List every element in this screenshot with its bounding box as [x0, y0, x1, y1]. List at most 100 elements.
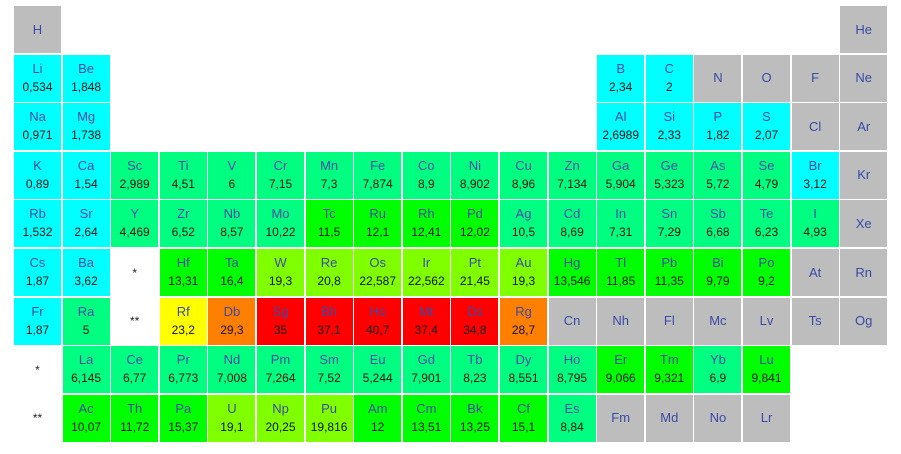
element-cell-re[interactable]: Re 20,8: [305, 249, 353, 296]
element-cell-zn[interactable]: Zn 7,134: [548, 151, 596, 199]
element-cell-ga[interactable]: Ga 5,904: [597, 151, 645, 199]
element-cell-ts[interactable]: Ts: [791, 297, 839, 345]
element-cell-pm[interactable]: Pm 7,264: [257, 346, 304, 394]
element-cell-b[interactable]: B 2,34: [597, 54, 645, 102]
element-cell-rn[interactable]: Rn: [840, 249, 888, 296]
element-cell-sc[interactable]: Sc 2,989: [111, 151, 159, 199]
element-cell-cs[interactable]: Cs 1,87: [14, 249, 61, 296]
element-cell-fe[interactable]: Fe 7,874: [354, 151, 402, 199]
element-cell-co[interactable]: Co 8,9: [402, 151, 450, 199]
element-cell-ne[interactable]: Ne: [840, 54, 888, 102]
element-cell-y[interactable]: Y 4,469: [111, 200, 159, 248]
element-cell-rf[interactable]: Rf 23,2: [159, 297, 207, 345]
element-cell-p[interactable]: P 1,82: [694, 103, 742, 151]
element-cell-pb[interactable]: Pb 11,35: [645, 249, 693, 296]
element-cell-mn[interactable]: Mn 7,3: [305, 151, 353, 199]
element-cell-gd[interactable]: Gd 7,901: [402, 346, 450, 394]
element-cell-pu[interactable]: Pu 19,816: [305, 394, 353, 442]
element-cell-br[interactable]: Br 3,12: [791, 151, 839, 199]
element-cell-sn[interactable]: Sn 7,29: [645, 200, 693, 248]
element-cell-te[interactable]: Te 6,23: [743, 200, 790, 248]
element-cell-nh[interactable]: Nh: [597, 297, 645, 345]
element-cell-ti[interactable]: Ti 4,51: [159, 151, 207, 199]
element-cell-sb[interactable]: Sb 6,68: [694, 200, 742, 248]
element-cell-er[interactable]: Er 9,066: [597, 346, 645, 394]
element-cell-fm[interactable]: Fm: [597, 394, 645, 442]
element-cell-cf[interactable]: Cf 15,1: [500, 394, 547, 442]
element-cell-ag[interactable]: Ag 10,5: [500, 200, 547, 248]
element-cell-mc[interactable]: Mc: [694, 297, 742, 345]
element-cell-mo[interactable]: Mo 10,22: [257, 200, 304, 248]
element-cell-md[interactable]: Md: [645, 394, 693, 442]
element-cell-rb[interactable]: Rb 1,532: [14, 200, 61, 248]
element-cell-mt[interactable]: Mt 37,4: [402, 297, 450, 345]
element-cell-hs[interactable]: Hs 40,7: [354, 297, 402, 345]
element-cell-dy[interactable]: Dy 8,551: [500, 346, 547, 394]
element-cell-eu[interactable]: Eu 5,244: [354, 346, 402, 394]
element-cell-rg[interactable]: Rg 28,7: [500, 297, 547, 345]
element-cell-ge[interactable]: Ge 5,323: [645, 151, 693, 199]
element-cell-am[interactable]: Am 12: [354, 394, 402, 442]
element-cell-s[interactable]: S 2,07: [743, 103, 790, 151]
element-cell-bi[interactable]: Bi 9,79: [694, 249, 742, 296]
element-cell-pt[interactable]: Pt 21,45: [451, 249, 499, 296]
element-cell-yb[interactable]: Yb 6,9: [694, 346, 742, 394]
element-cell-tb[interactable]: Tb 8,23: [451, 346, 499, 394]
element-cell-la[interactable]: La 6,145: [62, 346, 110, 394]
element-cell-tm[interactable]: Tm 9,321: [645, 346, 693, 394]
element-cell-rh[interactable]: Rh 12,41: [402, 200, 450, 248]
element-cell-si[interactable]: Si 2,33: [645, 103, 693, 151]
element-cell-nb[interactable]: Nb 8,57: [208, 200, 256, 248]
element-cell-hg[interactable]: Hg 13,546: [548, 249, 596, 296]
element-cell-bh[interactable]: Bh 37,1: [305, 297, 353, 345]
element-cell-bk[interactable]: Bk 13,25: [451, 394, 499, 442]
element-cell-in[interactable]: In 7,31: [597, 200, 645, 248]
element-cell-cu[interactable]: Cu 8,96: [500, 151, 547, 199]
element-cell-he[interactable]: He: [840, 6, 888, 53]
element-cell-kr[interactable]: Kr: [840, 151, 888, 199]
element-cell-w[interactable]: W 19,3: [257, 249, 304, 296]
element-cell-sg[interactable]: Sg 35: [257, 297, 304, 345]
element-cell-ce[interactable]: Ce 6,77: [111, 346, 159, 394]
element-cell-ar[interactable]: Ar: [840, 103, 888, 151]
element-cell-es[interactable]: Es 8,84: [548, 394, 596, 442]
element-cell-np[interactable]: Np 20,25: [257, 394, 304, 442]
element-cell-db[interactable]: Db 29,3: [208, 297, 256, 345]
element-cell-ca[interactable]: Ca 1,54: [62, 151, 110, 199]
element-cell-tl[interactable]: Tl 11,85: [597, 249, 645, 296]
element-cell-u[interactable]: U 19,1: [208, 394, 256, 442]
element-cell-xe[interactable]: Xe: [840, 200, 888, 248]
element-cell-ds[interactable]: Ds 34,8: [451, 297, 499, 345]
element-cell-ho[interactable]: Ho 8,795: [548, 346, 596, 394]
element-cell-n[interactable]: N: [694, 54, 742, 102]
element-cell-ba[interactable]: Ba 3,62: [62, 249, 110, 296]
element-cell-lr[interactable]: Lr: [743, 394, 790, 442]
element-cell-pd[interactable]: Pd 12,02: [451, 200, 499, 248]
element-cell-k[interactable]: K 0,89: [14, 151, 61, 199]
element-cell-ir[interactable]: Ir 22,562: [402, 249, 450, 296]
element-cell-na[interactable]: Na 0,971: [14, 103, 61, 151]
element-cell-fr[interactable]: Fr 1,87: [14, 297, 61, 345]
element-cell-og[interactable]: Og: [840, 297, 888, 345]
element-cell-no[interactable]: No: [694, 394, 742, 442]
element-cell-th[interactable]: Th 11,72: [111, 394, 159, 442]
element-cell-hf[interactable]: Hf 13,31: [159, 249, 207, 296]
element-cell-zr[interactable]: Zr 6,52: [159, 200, 207, 248]
element-cell-i[interactable]: I 4,93: [791, 200, 839, 248]
element-cell-lv[interactable]: Lv: [743, 297, 790, 345]
element-cell-ac[interactable]: Ac 10,07: [62, 394, 110, 442]
element-cell-ru[interactable]: Ru 12,1: [354, 200, 402, 248]
element-cell-ta[interactable]: Ta 16,4: [208, 249, 256, 296]
element-cell-mg[interactable]: Mg 1,738: [62, 103, 110, 151]
element-cell-tc[interactable]: Tc 11,5: [305, 200, 353, 248]
element-cell-cn[interactable]: Cn: [548, 297, 596, 345]
element-cell-nd[interactable]: Nd 7,008: [208, 346, 256, 394]
element-cell-f[interactable]: F: [791, 54, 839, 102]
element-cell-po[interactable]: Po 9,2: [743, 249, 790, 296]
element-cell-be[interactable]: Be 1,848: [62, 54, 110, 102]
element-cell-sm[interactable]: Sm 7,52: [305, 346, 353, 394]
element-cell-al[interactable]: Al 2,6989: [597, 103, 645, 151]
element-cell-fl[interactable]: Fl: [645, 297, 693, 345]
